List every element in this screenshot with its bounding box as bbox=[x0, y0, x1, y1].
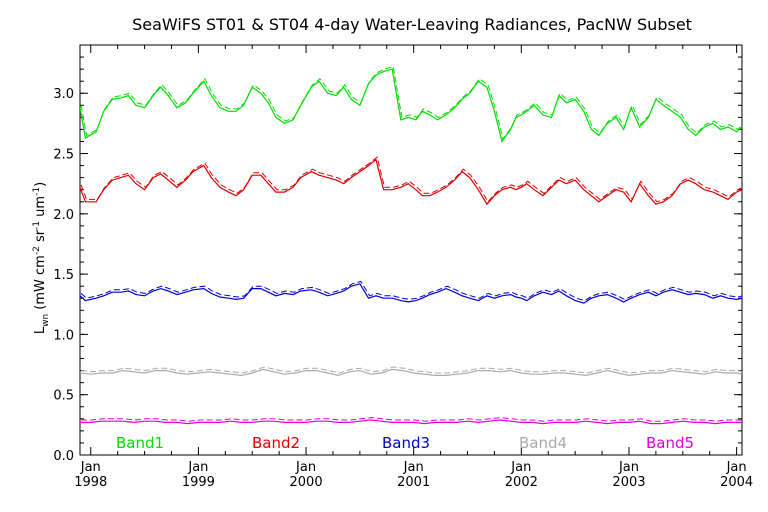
legend-band3: Band3 bbox=[382, 434, 430, 452]
series-line-dashed-band5 bbox=[81, 417, 742, 422]
x-tick-year-label: 2004 bbox=[720, 475, 753, 490]
x-tick-month-label: Jan bbox=[295, 460, 316, 475]
series-line-dashed-band2 bbox=[80, 156, 742, 203]
series-line-band5 bbox=[80, 419, 742, 425]
y-tick-label: 2.0 bbox=[53, 208, 74, 223]
x-tick-month-label: Jan bbox=[403, 460, 424, 475]
plot-area: 0.00.51.01.52.02.53.0Jan1998Jan1999Jan20… bbox=[53, 44, 753, 490]
series-line-dashed-band1 bbox=[80, 66, 742, 141]
y-axis-label-exp1: -2 bbox=[32, 246, 42, 255]
y-axis-label: Lwn (mW cm-2 sr-1 um-1) bbox=[32, 182, 51, 334]
y-axis-label-main: L bbox=[33, 326, 48, 334]
series-line-band3 bbox=[80, 283, 742, 304]
y-tick-label: 0.0 bbox=[53, 449, 74, 464]
legend-band5: Band5 bbox=[646, 434, 694, 452]
x-tick-month-label: Jan bbox=[80, 460, 101, 475]
y-tick-label: 1.0 bbox=[53, 328, 74, 343]
legend-band2: Band2 bbox=[252, 434, 300, 452]
series-line-dashed-band4 bbox=[81, 366, 742, 374]
legend-band4: Band4 bbox=[519, 434, 567, 452]
x-tick-year-label: 1999 bbox=[182, 475, 215, 490]
x-tick-month-label: Jan bbox=[618, 460, 639, 475]
y-axis-label-sub: wn bbox=[41, 314, 51, 327]
series-line-band1 bbox=[80, 68, 742, 143]
y-tick-label: 3.0 bbox=[53, 87, 74, 102]
y-tick-label: 1.5 bbox=[53, 268, 74, 283]
y-axis-label-exp2: -1 bbox=[32, 221, 42, 230]
x-tick-year-label: 2001 bbox=[397, 475, 430, 490]
x-tick-year-label: 2002 bbox=[505, 475, 538, 490]
x-tick-year-label: 1998 bbox=[74, 475, 107, 490]
y-tick-label: 0.5 bbox=[53, 389, 74, 404]
series-line-band4 bbox=[80, 368, 742, 377]
y-axis-label-rest: (mW cm bbox=[33, 255, 48, 314]
x-tick-year-label: 2000 bbox=[290, 475, 323, 490]
y-axis-label-exp3: -1 bbox=[32, 187, 42, 196]
x-tick-month-label: Jan bbox=[187, 460, 208, 475]
y-axis-label-mid: sr bbox=[33, 229, 48, 246]
y-axis-label-mid2: um bbox=[33, 196, 48, 221]
x-tick-year-label: 2003 bbox=[612, 475, 645, 490]
series-line-dashed-band3 bbox=[80, 280, 742, 302]
y-axis-label-end: ) bbox=[33, 182, 48, 187]
y-tick-label: 2.5 bbox=[53, 148, 74, 163]
x-tick-month-label: Jan bbox=[726, 460, 747, 475]
legend-band1: Band1 bbox=[116, 434, 164, 452]
chart-title: SeaWiFS ST01 & ST04 4-day Water-Leaving … bbox=[132, 15, 692, 34]
x-tick-month-label: Jan bbox=[510, 460, 531, 475]
series-group bbox=[80, 66, 742, 425]
